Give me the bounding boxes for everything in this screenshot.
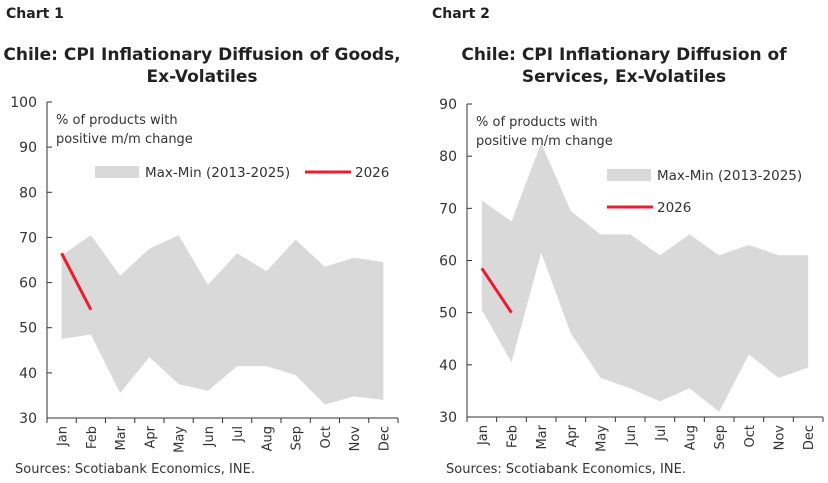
chart1-xtick-label: Jun xyxy=(202,426,217,447)
chart1-xtick-label: Oct xyxy=(319,426,334,448)
chart1-xtick-label: Aug xyxy=(260,426,275,451)
chart2-label: Chart 2 xyxy=(432,6,490,22)
chart2-band xyxy=(481,143,809,412)
chart2-legend-swatch-band xyxy=(607,169,651,181)
chart1-band xyxy=(61,235,384,405)
chart1-ytick-label: 70 xyxy=(19,230,37,246)
chart2-ytick-label: 90 xyxy=(439,97,457,113)
chart2-xtick-label: Jul xyxy=(654,425,669,442)
chart1-xtick-label: May xyxy=(173,426,188,453)
chart2-xtick-label: May xyxy=(595,425,610,452)
chart2-xtick-label: Jun xyxy=(624,425,639,446)
chart2-ytick-label: 70 xyxy=(439,201,457,217)
chart1-ytick-label: 60 xyxy=(19,276,37,292)
chart2-annotation-line1: % of products with xyxy=(476,115,598,130)
chart1-xtick-label: Jul xyxy=(231,426,246,443)
chart2-legend-label: Max-Min (2013-2025) xyxy=(657,168,802,184)
chart1-ytick-label: 30 xyxy=(19,411,37,427)
chart2-xtick-label: Mar xyxy=(535,424,550,449)
chart2-xtick-label: Feb xyxy=(506,425,521,448)
chart1-ytick-label: 100 xyxy=(10,95,37,111)
chart1-annotation-line1: % of products with xyxy=(56,113,178,128)
chart2-legend-label: 2026 xyxy=(657,200,691,216)
chart1-xtick-label: Dec xyxy=(377,426,392,451)
chart2-ytick-label: 30 xyxy=(439,410,457,426)
chart1-legend-label: 2026 xyxy=(355,165,389,181)
chart1-xtick-label: Jan xyxy=(56,426,71,447)
chart2-xtick-label: Oct xyxy=(743,425,758,447)
chart2-source: Sources: Scotiabank Economics, INE. xyxy=(446,462,686,477)
chart2-line-2026 xyxy=(480,267,513,314)
chart1-xtick-label: Sep xyxy=(290,426,305,451)
chart2-annotation-line2: positive m/m change xyxy=(476,134,613,149)
chart1-annotation-line2: positive m/m change xyxy=(56,132,193,147)
chart1-legend-swatch-band xyxy=(95,166,139,178)
chart1-xtick-label: Feb xyxy=(85,426,100,449)
chart1-ytick-label: 90 xyxy=(19,140,37,156)
chart2-title: Chile: CPI Inflationary Diffusion of Ser… xyxy=(461,45,787,87)
chart2-xtick-label: Dec xyxy=(802,425,817,450)
chart1-xtick-label: Apr xyxy=(143,425,158,448)
chart1-xtick-label: Nov xyxy=(348,426,363,452)
chart1-title: Chile: CPI Inflationary Diffusion of Goo… xyxy=(3,45,401,87)
chart2-ytick-label: 50 xyxy=(439,306,457,322)
chart2-xtick-label: Aug xyxy=(684,425,699,450)
chart2-xtick-label: Apr xyxy=(565,424,580,447)
chart1-line-2026 xyxy=(60,252,93,311)
chart2-ytick-label: 40 xyxy=(439,358,457,374)
chart2-ytick-label: 60 xyxy=(439,254,457,270)
chart2-xtick-label: Sep xyxy=(713,425,728,450)
chart1-ytick-label: 80 xyxy=(19,185,37,201)
chart1-ytick-label: 40 xyxy=(19,366,37,382)
chart1-xtick-label: Mar xyxy=(114,425,129,450)
chart1-legend-label: Max-Min (2013-2025) xyxy=(145,165,290,181)
chart2-ytick-label: 80 xyxy=(439,149,457,165)
chart2-xtick-label: Nov xyxy=(773,425,788,451)
chart2-xtick-label: Jan xyxy=(476,425,491,446)
chart1-source: Sources: Scotiabank Economics, INE. xyxy=(15,462,255,477)
chart1-label: Chart 1 xyxy=(6,6,64,22)
chart1-ytick-label: 50 xyxy=(19,321,37,337)
